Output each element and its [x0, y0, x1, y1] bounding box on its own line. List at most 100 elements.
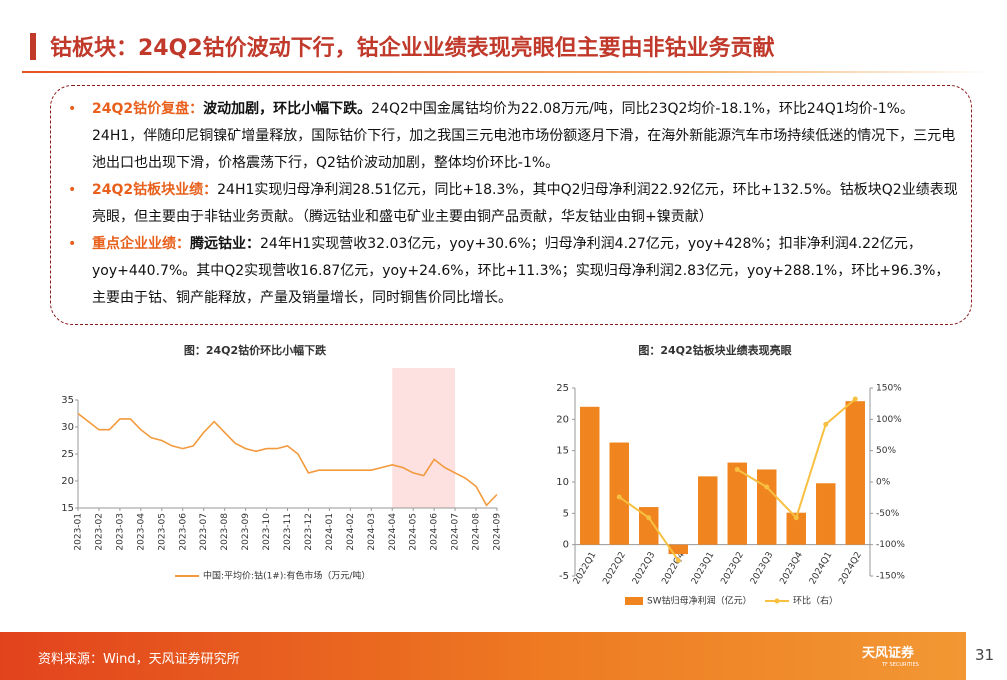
- y2-tick-label: -150%: [876, 572, 905, 582]
- y-tick-label: 35: [61, 395, 74, 406]
- x-tick-label: 2024-05: [409, 513, 419, 551]
- bullet: 24Q2钴价复盘：波动加剧，环比小幅下跌。24Q2中国金属钴均价为22.08万元…: [68, 96, 963, 177]
- x-tick-label: 2023Q2: [719, 550, 746, 586]
- x-tick-label: 2024-08: [472, 513, 482, 551]
- x-tick-label: 2022Q3: [631, 550, 658, 586]
- y2-tick-label: 0%: [876, 478, 891, 488]
- data-point: [646, 515, 652, 521]
- bar: [698, 476, 718, 545]
- legend-dot: [774, 598, 780, 604]
- y2-tick-label: 50%: [876, 446, 896, 456]
- bar: [639, 507, 659, 545]
- page-number: 31: [975, 646, 995, 664]
- y2-tick-label: 150%: [876, 384, 902, 394]
- bar: [668, 544, 688, 555]
- x-tick-label: 2023-03: [115, 513, 125, 551]
- bar: [580, 406, 600, 545]
- slide-title: 钴板块：24Q2钴价波动下行，钴企业业绩表现亮眼但主要由非钴业务贡献: [50, 36, 775, 61]
- bullet-label: 重点企业业绩：: [92, 236, 190, 252]
- page-tab: [966, 632, 1007, 680]
- x-tick-label: 2023-11: [283, 513, 293, 551]
- legend-label: 中国:平均价:钴(1#):有色市场（万元/吨）: [203, 570, 370, 582]
- bar: [609, 442, 629, 545]
- y2-tick-label: -100%: [876, 540, 905, 550]
- title-accent: [30, 33, 36, 60]
- logo: 天风证券: [862, 646, 915, 661]
- x-tick-label: 2023-05: [157, 513, 167, 551]
- x-tick-label: 2023-04: [136, 513, 146, 551]
- y-tick-label: 25: [556, 383, 569, 394]
- y-tick-label: 15: [61, 503, 74, 514]
- data-line: [736, 398, 856, 520]
- data-point: [764, 484, 770, 490]
- data-point: [616, 494, 622, 500]
- summary-box: [50, 85, 972, 325]
- x-tick-label: 2023Q4: [778, 550, 805, 586]
- bullet: 重点企业业绩：腾远钴业：24年H1实现营收32.03亿元，yoy+30.6%；归…: [68, 231, 963, 312]
- x-tick-label: 2022Q1: [572, 550, 599, 586]
- bullet-list: 24Q2钴价复盘：波动加剧，环比小幅下跌。24Q2中国金属钴均价为22.08万元…: [68, 96, 963, 312]
- bar: [757, 469, 777, 545]
- x-tick-label: 2023-08: [220, 513, 230, 551]
- y-tick-label: 30: [61, 422, 74, 433]
- y-tick-label: -5: [559, 571, 569, 582]
- data-point: [823, 421, 829, 427]
- logo-sub: TF SECURITIES: [882, 662, 919, 668]
- source-note: 资料来源：Wind，天风证券研究所: [38, 652, 240, 667]
- x-tick-label: 2024-02: [346, 513, 356, 551]
- x-tick-label: 2024-03: [367, 513, 377, 551]
- x-tick-label: 2023-09: [241, 513, 251, 551]
- y-tick-label: 20: [61, 476, 74, 487]
- data-point: [793, 515, 799, 521]
- bullet-text: 24H1实现归母净利润28.51亿元，同比+18.3%，其中Q2归母净利润22.…: [92, 182, 958, 225]
- x-tick-label: 2024-04: [388, 513, 398, 551]
- x-tick-label: 2023-01: [74, 513, 84, 551]
- x-tick-label: 2024-07: [451, 513, 461, 551]
- x-tick-label: 2024-09: [493, 513, 503, 551]
- x-tick-label: 2024Q1: [808, 550, 835, 586]
- legend-label: 环比（右）: [793, 595, 838, 607]
- bar: [786, 512, 806, 545]
- data-point: [675, 557, 681, 563]
- x-tick-label: 2023-12: [304, 513, 314, 551]
- x-tick-label: 2022Q2: [601, 550, 628, 586]
- x-tick-label: 2023-02: [94, 513, 104, 551]
- data-line: [77, 412, 498, 507]
- data-point: [734, 466, 740, 472]
- bullet: 24Q2钴板块业绩：24H1实现归母净利润28.51亿元，同比+18.3%，其中…: [68, 177, 963, 231]
- x-tick-label: 2023-07: [199, 513, 209, 551]
- bar: [816, 483, 836, 545]
- x-tick-label: 2023Q1: [690, 550, 717, 586]
- y-tick-label: 0: [563, 540, 569, 551]
- x-tick-label: 2023-06: [178, 513, 188, 551]
- bullet-text: 24Q2中国金属钴均价为22.08万元/吨，同比23Q2均价-18.1%，环比2…: [92, 101, 956, 171]
- y-tick-label: 5: [563, 508, 569, 519]
- bullet-text: 24年H1实现营收32.03亿元，yoy+30.6%；归母净利润4.27亿元，y…: [92, 236, 950, 306]
- title-rule: [22, 71, 992, 73]
- highlight-band: [392, 368, 456, 508]
- y-tick-label: 10: [556, 477, 569, 488]
- bullet-label: 24Q2钴价复盘：: [92, 101, 204, 117]
- y-tick-label: 25: [61, 449, 74, 460]
- y2-tick-label: -50%: [876, 509, 900, 519]
- footer-band: [0, 632, 1007, 680]
- bar: [845, 401, 865, 545]
- y-tick-label: 15: [556, 446, 569, 457]
- bullet-label: 24Q2钴板块业绩：: [92, 182, 218, 198]
- x-tick-label: 2024Q2: [837, 550, 864, 586]
- chart-title: 图：24Q2钴价环比小幅下跌: [184, 343, 327, 357]
- bullet-bold: 波动加剧，环比小幅下跌。: [203, 101, 372, 117]
- legend-swatch: [625, 597, 643, 605]
- x-tick-label: 2023-10: [262, 513, 272, 551]
- legend-label: SW钴归母净利润（亿元）: [647, 595, 752, 607]
- x-tick-label: 2024-06: [430, 513, 440, 551]
- x-tick-label: 2024-01: [325, 513, 335, 551]
- y2-tick-label: 100%: [876, 415, 902, 425]
- x-tick-label: 2023Q3: [749, 550, 776, 586]
- bar: [727, 462, 747, 545]
- data-point: [852, 396, 858, 402]
- bullet-bold: 腾远钴业：: [190, 236, 260, 252]
- chart-title: 图：24Q2钴板块业绩表现亮眼: [638, 343, 791, 357]
